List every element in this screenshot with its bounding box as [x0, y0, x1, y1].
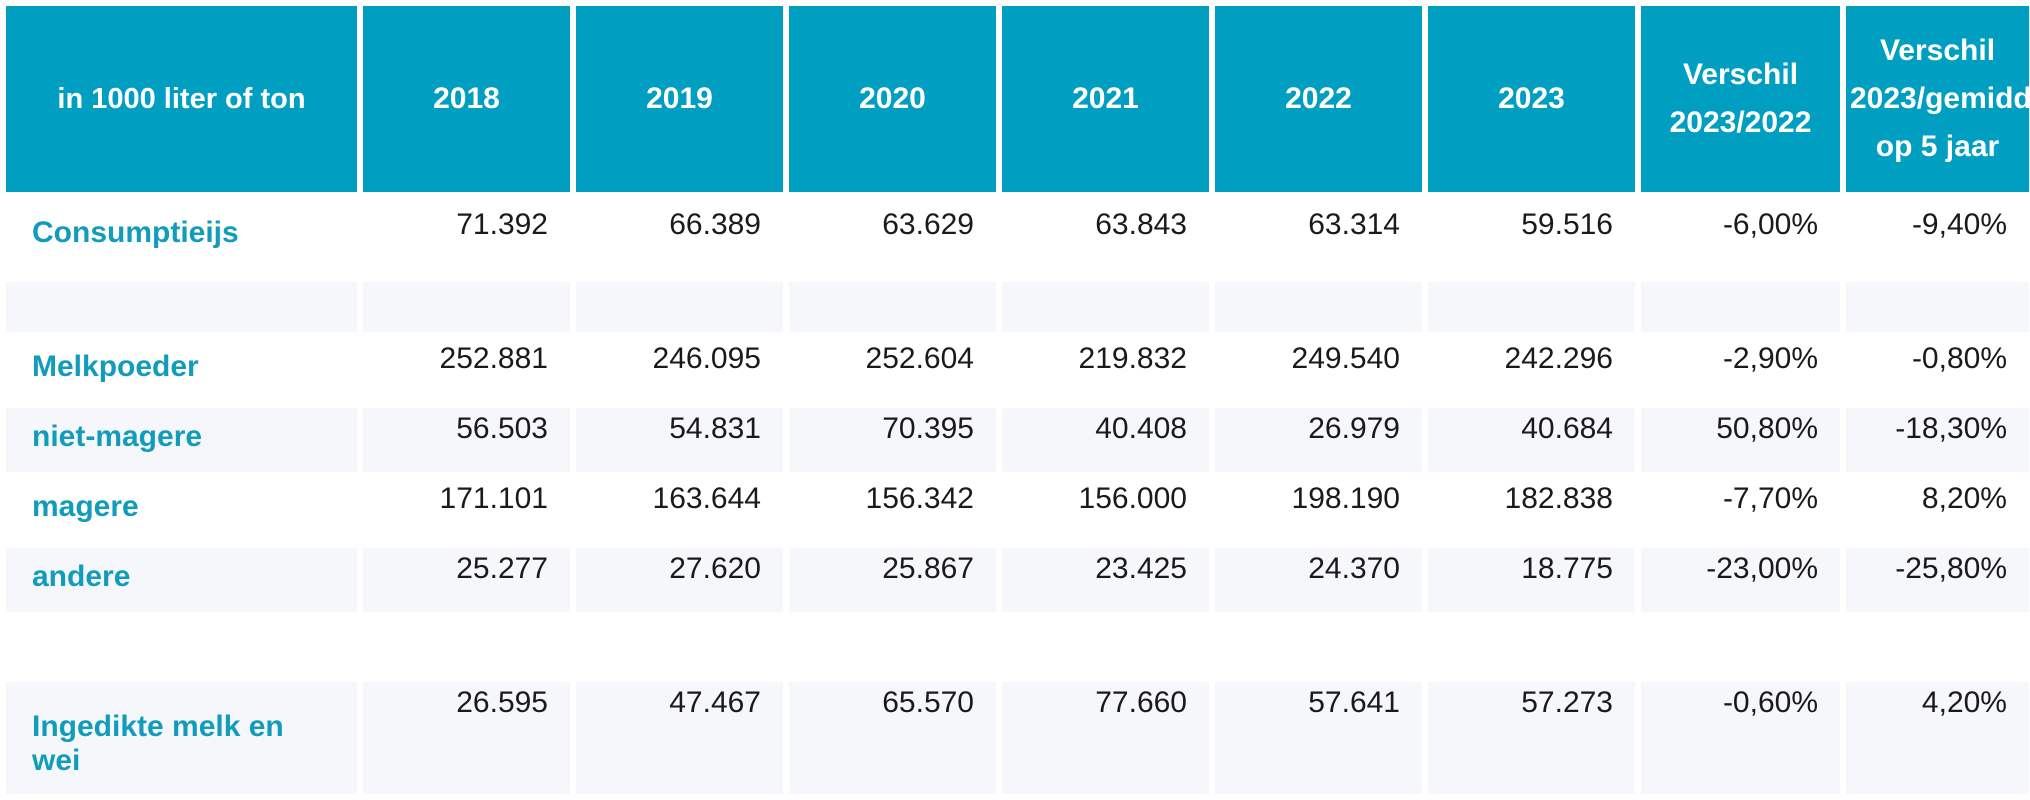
table-cell: 66.389	[669, 208, 761, 241]
table-cell: -9,40%	[1911, 208, 2007, 241]
table-cell: 25.867	[789, 548, 996, 612]
table-cell: 8,20%	[1921, 482, 2007, 515]
table-cell: 249.540	[1291, 342, 1400, 375]
table-cell: 18.775	[1428, 548, 1635, 612]
table-cell: 59.516	[1521, 208, 1613, 241]
table-cell: 198.190	[1291, 482, 1400, 515]
table-cell: 156.342	[865, 482, 974, 515]
header-year: 2023	[1428, 6, 1635, 192]
table-row: Melkpoeder 252.881 246.095 252.604 219.8…	[6, 338, 2029, 402]
table-cell: -2,90%	[1722, 342, 1818, 375]
row-label: magere	[32, 490, 139, 523]
table-cell: -0,80%	[1911, 342, 2007, 375]
header-unit: in 1000 liter of ton	[6, 6, 357, 192]
table-cell: 24.370	[1215, 548, 1422, 612]
header-diff-year: Verschil 2023/2022	[1641, 6, 1840, 192]
row-label: Melkpoeder	[32, 350, 199, 383]
header-year: 2019	[576, 6, 783, 192]
table-cell: 171.101	[439, 482, 548, 515]
table-cell: 57.641	[1215, 682, 1422, 794]
table-cell: 63.629	[882, 208, 974, 241]
table-cell: 40.684	[1428, 408, 1635, 472]
table-cell: 252.881	[439, 342, 548, 375]
table-cell: 242.296	[1504, 342, 1613, 375]
table-cell: 65.570	[789, 682, 996, 794]
table-cell: 27.620	[576, 548, 783, 612]
header-row: in 1000 liter of ton 2018 2019 2020 2021…	[6, 6, 2030, 192]
table-cell: 47.467	[576, 682, 783, 794]
table-cell: 219.832	[1078, 342, 1187, 375]
table-cell: 77.660	[1002, 682, 1209, 794]
table-row: Consumptieijs 71.392 66.389 63.629 63.84…	[6, 198, 2029, 276]
table-cell: -6,00%	[1722, 208, 1818, 241]
table-cell: 63.843	[1095, 208, 1187, 241]
row-label: andere	[6, 548, 357, 612]
table-cell: 252.604	[865, 342, 974, 375]
table-cell: 26.595	[363, 682, 570, 794]
table-cell: -23,00%	[1641, 548, 1840, 612]
table-cell: -25,80%	[1846, 548, 2029, 612]
header-year: 2022	[1215, 6, 1422, 192]
table-cell: 56.503	[363, 408, 570, 472]
table-cell: 57.273	[1428, 682, 1635, 794]
row-label: niet-magere	[6, 408, 357, 472]
header-diff-average: Verschil 2023/gemiddelde op 5 jaar	[1846, 6, 2030, 192]
table-cell: 182.838	[1504, 482, 1613, 515]
table-cell: 40.408	[1002, 408, 1209, 472]
table-row: niet-magere 56.503 54.831 70.395 40.408 …	[6, 408, 2029, 472]
table-cell: 25.277	[363, 548, 570, 612]
header-year: 2020	[789, 6, 996, 192]
table-cell: 50,80%	[1641, 408, 1840, 472]
table-cell: -7,70%	[1722, 482, 1818, 515]
table-cell: 163.644	[652, 482, 761, 515]
table-cell: -0,60%	[1641, 682, 1840, 794]
spacer-row	[6, 618, 2029, 676]
header-year: 2018	[363, 6, 570, 192]
header-year: 2021	[1002, 6, 1209, 192]
table-cell: -18,30%	[1846, 408, 2029, 472]
table-row: andere 25.277 27.620 25.867 23.425 24.37…	[6, 548, 2029, 612]
table-row: magere 171.101 163.644 156.342 156.000 1…	[6, 478, 2029, 542]
row-label: Ingedikte melk en wei	[6, 682, 357, 794]
table-cell: 70.395	[789, 408, 996, 472]
row-label: Consumptieijs	[32, 216, 239, 249]
table-cell: 54.831	[576, 408, 783, 472]
table-cell: 23.425	[1002, 548, 1209, 612]
table-cell: 156.000	[1078, 482, 1187, 515]
table-cell: 63.314	[1308, 208, 1400, 241]
table-cell: 26.979	[1215, 408, 1422, 472]
spacer-row	[6, 282, 2029, 332]
table-cell: 71.392	[456, 208, 548, 241]
table-row: Ingedikte melk en wei 26.595 47.467 65.5…	[6, 682, 2029, 794]
table-cell: 246.095	[652, 342, 761, 375]
table-cell: 4,20%	[1846, 682, 2029, 794]
